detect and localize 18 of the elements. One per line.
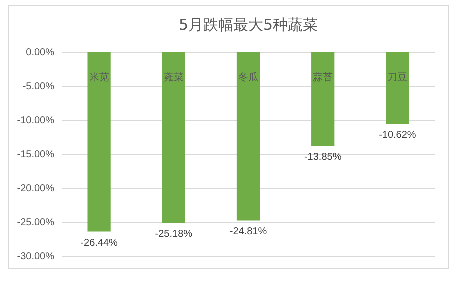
y-tick-label: -5.00%: [22, 82, 55, 92]
chart-title: 5月跌幅最大5种蔬菜: [178, 16, 318, 34]
x-tick-label: 蕹菜: [164, 72, 184, 84]
x-tick-label: 蒜苔: [313, 72, 334, 84]
y-tick-label: -25.00%: [17, 218, 55, 228]
x-tick-label: 米苋: [89, 72, 110, 84]
y-tick-label: 0.00%: [26, 48, 55, 58]
y-tick-label: -30.00%: [17, 252, 55, 262]
data-label: -26.44%: [80, 238, 118, 249]
y-tick-label: -15.00%: [17, 150, 55, 160]
x-tick-label: 刀豆: [388, 72, 408, 84]
data-label: -25.18%: [155, 229, 193, 240]
data-label: -13.85%: [304, 152, 342, 164]
x-tick-label: 冬瓜: [238, 72, 258, 84]
data-label: -24.81%: [230, 226, 268, 238]
data-label: -10.62%: [379, 130, 416, 142]
y-tick-label: -20.00%: [17, 184, 55, 194]
y-tick-label: -10.00%: [17, 116, 55, 126]
